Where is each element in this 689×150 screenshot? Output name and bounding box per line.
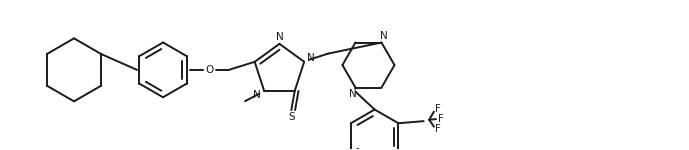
Text: N: N	[254, 90, 261, 100]
Text: F: F	[435, 104, 440, 114]
Text: N: N	[380, 31, 388, 41]
Text: F: F	[438, 114, 444, 124]
Text: O: O	[205, 65, 214, 75]
Text: N: N	[307, 53, 315, 63]
Text: N: N	[349, 89, 357, 99]
Text: F: F	[435, 124, 440, 134]
Text: N: N	[276, 32, 283, 42]
Text: S: S	[288, 112, 295, 122]
